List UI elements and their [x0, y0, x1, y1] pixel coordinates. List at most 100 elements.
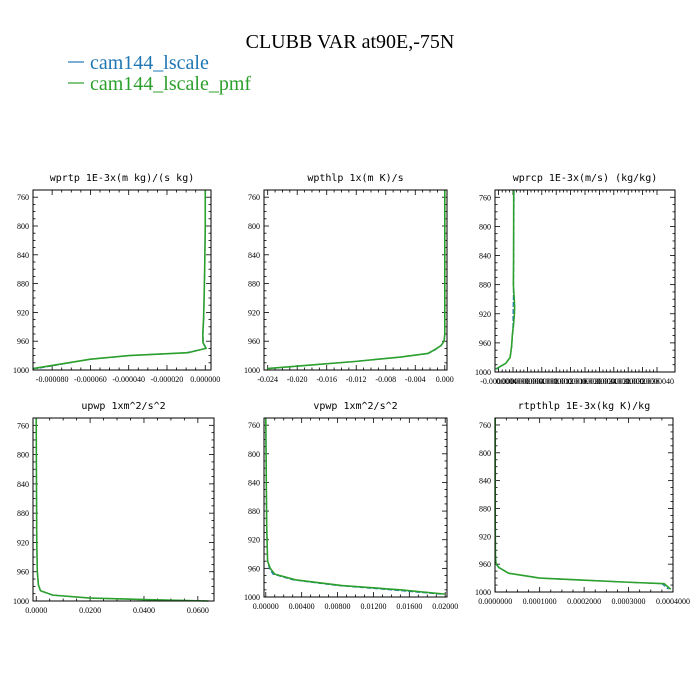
y-tick-label: 960	[248, 564, 260, 573]
x-tick-label: 0.0400	[133, 606, 155, 615]
y-tick-label: 1000	[475, 368, 491, 377]
y-tick-label: 920	[479, 532, 491, 541]
x-tick-label: 0.000	[436, 375, 454, 384]
y-tick-label: 1000	[244, 593, 260, 602]
plot-frame	[32, 189, 212, 371]
figure-title: CLUBB VAR at90E,-75N	[246, 31, 455, 53]
y-tick-label: 1000	[475, 588, 491, 597]
x-tick-label: 0.0000012	[539, 377, 573, 386]
x-tick-label: -0.012	[346, 375, 367, 384]
plot-frame	[32, 417, 215, 602]
x-tick-label: 0.0600	[187, 606, 209, 615]
y-tick-label: 880	[479, 281, 491, 290]
plot-frame	[494, 417, 674, 593]
panel-5: vpwp 1xm^2/s^276080084088092096010000.00…	[244, 401, 458, 611]
y-tick-label: 800	[248, 450, 260, 459]
x-tick-label: 0.0000000	[478, 597, 512, 606]
y-tick-label: 760	[479, 193, 491, 202]
x-tick-label: 0.00800	[325, 602, 351, 611]
series-line-cam144-lscale-pmf	[266, 190, 446, 370]
series-line-cam144-lscale-pmf	[264, 417, 446, 595]
x-tick-label: -0.020	[287, 375, 308, 384]
plot-frame	[263, 189, 448, 371]
y-tick-label: 920	[248, 308, 260, 317]
y-tick-label: 880	[248, 507, 260, 516]
y-tick-label: 920	[479, 310, 491, 319]
x-tick-label: 0.0004000	[656, 597, 690, 606]
y-tick-label: 960	[479, 560, 491, 569]
panel-6: rtpthlp 1E-3x(kg K)/kg 760 800 840 880 920 960…	[475, 401, 690, 606]
panel-title: vpwp 1xm^2/s^2	[313, 401, 397, 412]
panel-title: rtpthlp 1E-3x(kg K)/kg	[518, 401, 650, 412]
panel-title: wprcp 1E-3x(m/s) (kg/kg)	[513, 173, 658, 184]
panel-4: upwp 1xm^2/s^2 760 800 840 880 920 960 10000.00…	[13, 401, 215, 615]
y-tick-label: 760	[17, 421, 29, 430]
x-tick-label: 0.0000004	[510, 377, 544, 386]
y-tick-label: 1000	[244, 366, 260, 375]
panel-2: wpthlp 1x(m K)/s7608008408809209601000-0…	[244, 173, 454, 384]
panel-title: wprtp 1E-3x(m kg)/(s kg)	[50, 173, 195, 184]
y-tick-label: 880	[248, 280, 260, 289]
plot-frame	[494, 189, 676, 373]
panel-title: wpthlp 1x(m K)/s	[307, 173, 403, 184]
y-tick-label: 800	[17, 451, 29, 460]
series-line-cam144-lscale	[269, 190, 446, 370]
series-line-cam144-lscale	[494, 418, 669, 590]
panels: wprtp 1E-3x(m kg)/(s kg) 760 800 840 880 920 9…	[13, 173, 690, 615]
y-tick-label: 840	[17, 480, 29, 489]
x-tick-label: 0.0000008	[525, 377, 559, 386]
series-line-cam144-lscale-pmf	[32, 190, 208, 370]
y-tick-label: 1000	[13, 366, 29, 375]
y-tick-label: 920	[17, 308, 29, 317]
x-tick-label: 0.01600	[396, 602, 422, 611]
legend-label-2: cam144_lscale_pmf	[90, 73, 251, 95]
y-tick-label: 840	[248, 478, 260, 487]
y-tick-label: 760	[248, 193, 260, 202]
legend: cam144_lscale cam144_lscale_pmf	[68, 52, 251, 95]
series-line-cam144-lscale	[35, 417, 205, 602]
y-tick-label: 800	[17, 222, 29, 231]
y-tick-label: 760	[248, 421, 260, 430]
x-tick-label: 0.00000	[253, 602, 279, 611]
y-tick-label: 800	[479, 449, 491, 458]
panel-3: wprcp 1E-3x(m/s) (kg/kg) 760 800 840 880 920 9…	[475, 173, 676, 386]
x-tick-label: -0.000020	[151, 375, 184, 384]
y-tick-label: 960	[479, 339, 491, 348]
y-tick-label: 920	[17, 538, 29, 547]
series-line-cam144-lscale-pmf	[35, 417, 209, 602]
y-tick-label: 840	[479, 477, 491, 486]
x-tick-label: 0.0000036	[626, 377, 660, 386]
y-tick-label: 880	[17, 280, 29, 289]
series-line-cam144-lscale	[265, 417, 441, 595]
x-tick-label: 0.0000024	[582, 377, 616, 386]
x-tick-label: 0.0000	[25, 606, 47, 615]
panel-title: upwp 1xm^2/s^2	[81, 401, 165, 412]
x-tick-label: 0.0002000	[567, 597, 601, 606]
y-tick-label: 960	[17, 568, 29, 577]
y-tick-label: 800	[248, 222, 260, 231]
x-tick-label: 0.0000020	[568, 377, 602, 386]
x-tick-label: 0.0000040	[640, 377, 674, 386]
series-line-cam144-lscale-pmf	[494, 418, 672, 590]
x-tick-label: 0.000000	[190, 375, 220, 384]
legend-label-1: cam144_lscale	[90, 52, 209, 74]
x-tick-label: 0.01200	[360, 602, 386, 611]
panel-1: wprtp 1E-3x(m kg)/(s kg) 760 800 840 880 920 9…	[13, 173, 220, 384]
y-tick-label: 880	[17, 509, 29, 518]
x-tick-label: 0.0003000	[612, 597, 646, 606]
y-tick-label: 840	[479, 252, 491, 261]
x-tick-label: 0.0001000	[523, 597, 557, 606]
y-tick-label: 800	[479, 222, 491, 231]
x-tick-label: -0.024	[257, 375, 278, 384]
x-tick-label: 0.0000016	[554, 377, 588, 386]
x-tick-label: -0.000080	[36, 375, 69, 384]
y-tick-label: 960	[17, 337, 29, 346]
x-tick-label: -0.000060	[74, 375, 107, 384]
y-tick-label: 880	[479, 504, 491, 513]
y-tick-label: 840	[248, 251, 260, 260]
y-tick-label: 920	[248, 536, 260, 545]
y-tick-label: 760	[479, 421, 491, 430]
plot-frame	[263, 417, 448, 598]
x-tick-label: 0.0000032	[611, 377, 645, 386]
